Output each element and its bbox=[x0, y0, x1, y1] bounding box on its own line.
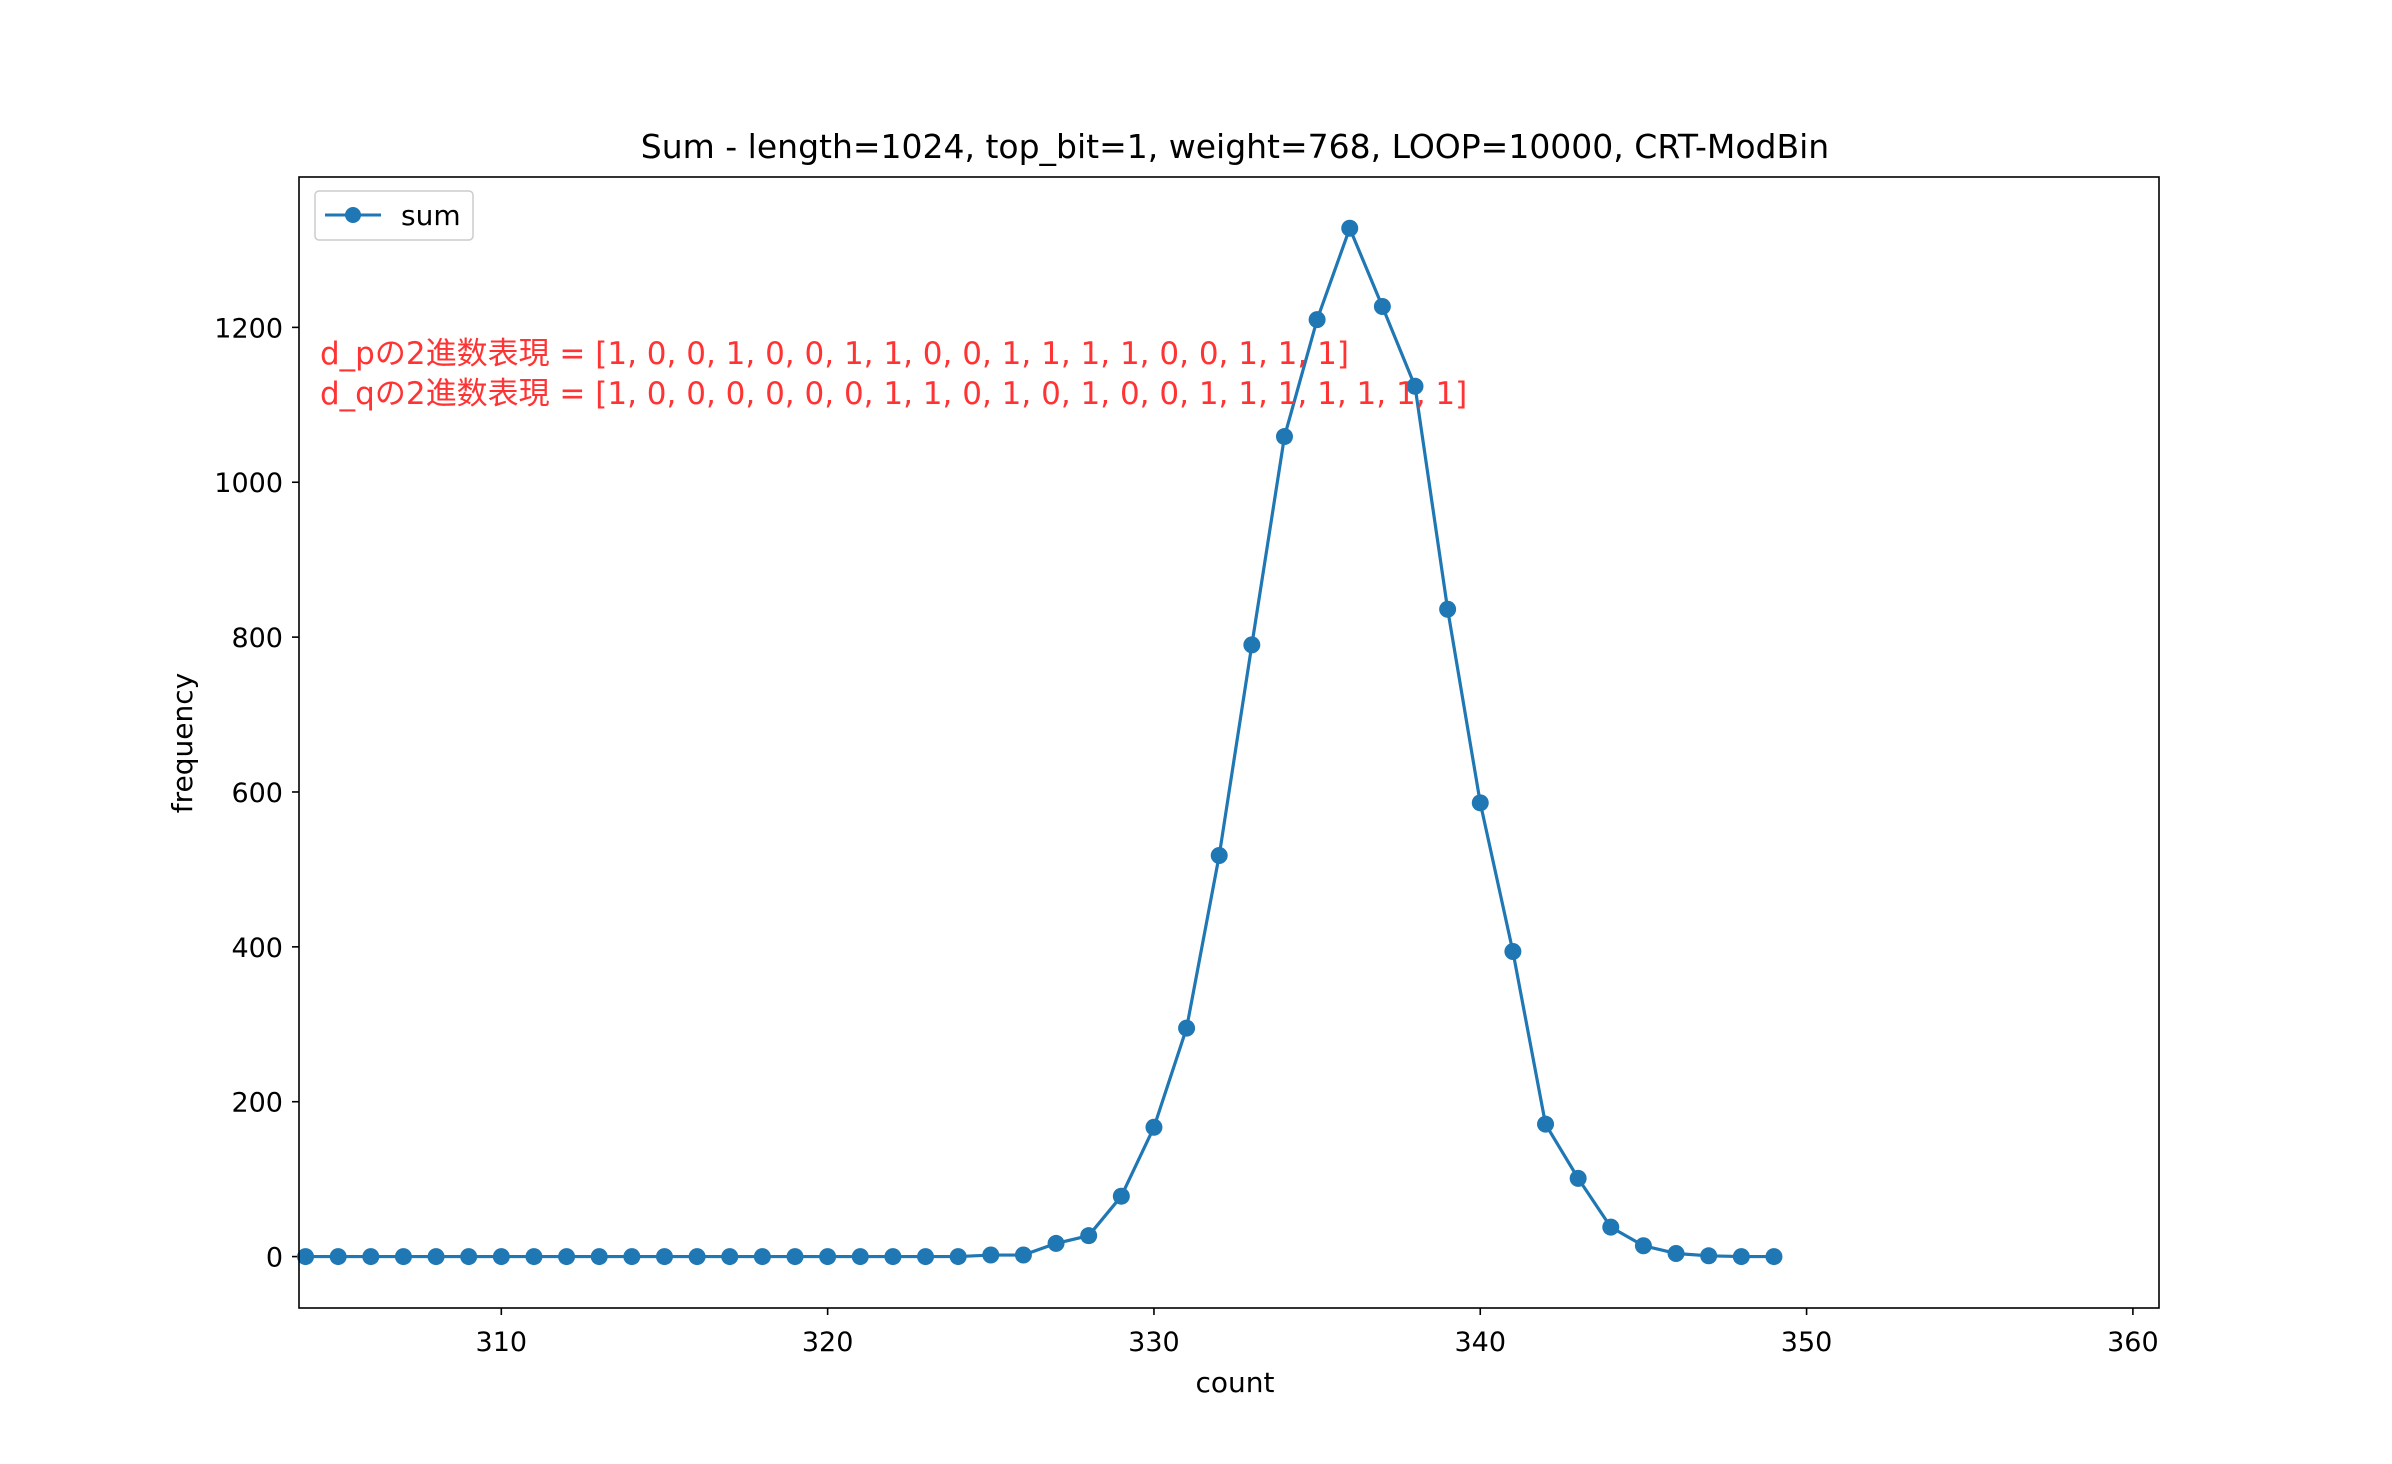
data-point bbox=[1634, 1237, 1652, 1255]
data-point bbox=[982, 1246, 1000, 1264]
x-axis-ticks: 310 320 330 340 350 360 bbox=[476, 1308, 2159, 1358]
x-tick-label: 320 bbox=[802, 1327, 854, 1358]
x-tick-label: 350 bbox=[1781, 1327, 1833, 1358]
plot-frame bbox=[298, 176, 2160, 1309]
data-point bbox=[688, 1248, 706, 1266]
data-point bbox=[721, 1248, 739, 1266]
data-point bbox=[1080, 1227, 1098, 1245]
data-point bbox=[1504, 942, 1522, 960]
data-point bbox=[851, 1248, 869, 1266]
series-line-sum bbox=[305, 226, 1774, 1259]
data-point bbox=[492, 1248, 510, 1266]
y-tick-label: 1000 bbox=[214, 468, 283, 499]
data-point bbox=[1667, 1244, 1685, 1262]
data-point bbox=[1112, 1187, 1130, 1205]
legend-label-sum: sum bbox=[401, 199, 461, 232]
data-point bbox=[917, 1248, 935, 1266]
data-point bbox=[1537, 1115, 1555, 1133]
y-tick-label: 600 bbox=[231, 778, 283, 809]
data-point bbox=[1047, 1234, 1065, 1252]
data-point bbox=[655, 1248, 673, 1266]
data-point bbox=[623, 1248, 641, 1266]
x-tick-label: 310 bbox=[476, 1327, 528, 1358]
y-axis-ticks: 0 200 400 600 800 1000 1200 bbox=[214, 313, 299, 1274]
y-tick-label: 200 bbox=[231, 1088, 283, 1119]
x-tick-label: 330 bbox=[1128, 1327, 1180, 1358]
data-point bbox=[819, 1248, 837, 1266]
y-axis-label: frequency bbox=[166, 673, 199, 813]
data-point bbox=[329, 1248, 347, 1266]
data-point bbox=[1243, 636, 1261, 654]
data-point bbox=[525, 1248, 543, 1266]
data-point bbox=[786, 1248, 804, 1266]
data-point bbox=[427, 1248, 445, 1266]
data-point bbox=[1602, 1218, 1620, 1236]
legend-marker-sum bbox=[345, 207, 361, 223]
y-tick-label: 800 bbox=[231, 623, 283, 654]
data-point bbox=[1275, 428, 1293, 446]
data-point bbox=[1178, 1019, 1196, 1037]
annotation-dp: d_pの2進数表現 = [1, 0, 0, 1, 0, 0, 1, 1, 0, … bbox=[320, 336, 1349, 372]
y-tick-label: 0 bbox=[266, 1243, 283, 1274]
data-point bbox=[884, 1248, 902, 1266]
data-point bbox=[1471, 794, 1489, 812]
data-point bbox=[394, 1248, 412, 1266]
legend-box bbox=[314, 190, 474, 241]
data-point bbox=[362, 1248, 380, 1266]
data-point bbox=[1569, 1169, 1587, 1187]
data-point bbox=[297, 1248, 315, 1266]
series-layer bbox=[297, 219, 1783, 1266]
x-tick-label: 340 bbox=[1454, 1327, 1506, 1358]
data-point bbox=[1700, 1247, 1718, 1265]
data-point bbox=[1210, 846, 1228, 864]
data-point bbox=[1341, 219, 1359, 237]
legend: sum bbox=[314, 190, 474, 241]
data-point bbox=[949, 1248, 967, 1266]
data-point bbox=[1732, 1248, 1750, 1266]
data-point bbox=[1373, 297, 1391, 315]
y-tick-label: 400 bbox=[231, 933, 283, 964]
annotation-dq: d_qの2進数表現 = [1, 0, 0, 0, 0, 0, 0, 1, 1, … bbox=[320, 376, 1467, 412]
data-point bbox=[1014, 1246, 1032, 1264]
data-point bbox=[1765, 1248, 1783, 1266]
data-point bbox=[753, 1248, 771, 1266]
chart-title: Sum - length=1024, top_bit=1, weight=768… bbox=[641, 127, 1829, 166]
data-point bbox=[1439, 600, 1457, 618]
data-point bbox=[1406, 377, 1424, 395]
y-tick-label: 1200 bbox=[214, 313, 283, 344]
x-tick-label: 360 bbox=[2107, 1327, 2159, 1358]
data-point bbox=[460, 1248, 478, 1266]
data-point bbox=[558, 1248, 576, 1266]
x-axis-label: count bbox=[1196, 1366, 1275, 1399]
data-point bbox=[1308, 311, 1326, 329]
data-point bbox=[1145, 1118, 1163, 1136]
data-point bbox=[590, 1248, 608, 1266]
